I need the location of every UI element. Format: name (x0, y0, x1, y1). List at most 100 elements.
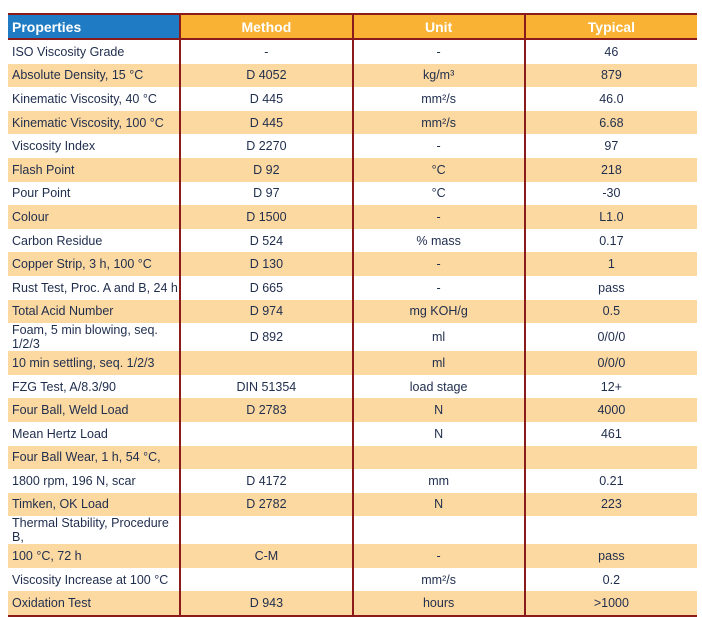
cell-property: Thermal Stability, Procedure B, (12, 516, 169, 545)
table-row: Flash Point D 92 °C 218 (8, 157, 697, 182)
cell-method: D 2782 (179, 492, 353, 517)
cell-method: D 445 (179, 87, 353, 111)
header-unit: Unit (351, 13, 525, 40)
cell-typical: 461 (523, 421, 697, 446)
cell-method: D 130 (179, 252, 353, 276)
table-row: Viscosity Index D 2270-97 (8, 134, 697, 158)
cell-unit: - (351, 252, 525, 276)
cell-typical: pass (523, 275, 697, 300)
header-typical: Typical (523, 13, 697, 40)
cell-unit: N (351, 492, 525, 517)
cell-property: Total Acid Number (8, 299, 181, 324)
cell-property: FZG Test, A/8.3/90 (12, 379, 116, 394)
table-row: Absolute Density, 15 °C D 4052 kg/m³ 879 (8, 63, 697, 88)
cell-typical (523, 516, 697, 545)
cell-property: Timken, OK Load (8, 492, 181, 517)
cell-typical: >1000 (523, 591, 697, 617)
table-row: Thermal Stability, Procedure B, (8, 516, 697, 545)
cell-method: D 665 (179, 275, 353, 300)
cell-property: Oxidation Test (8, 591, 181, 617)
properties-table: Properties Method Unit Typical ISO Visco… (8, 13, 697, 617)
table-row: Oxidation Test D 943 hours >1000 (8, 591, 697, 617)
cell-property: Viscosity Increase at 100 °C (12, 572, 169, 587)
table-row: Total Acid Number D 974 mg KOH/g 0.5 (8, 299, 697, 324)
cell-method: D 4172 (179, 469, 353, 493)
cell-method: D 445 (179, 110, 353, 135)
table-row: Viscosity Increase at 100 °C mm²/s 0.2 (8, 567, 697, 592)
cell-method: D 2270 (179, 134, 353, 158)
cell-typical: 0.17 (523, 228, 697, 253)
cell-method (179, 567, 353, 592)
cell-method (179, 421, 353, 446)
table-row: 100 °C, 72 h C-M - pass (8, 544, 697, 568)
cell-unit: °C (351, 157, 525, 182)
cell-property: 100 °C, 72 h (8, 544, 181, 568)
cell-unit: N (351, 421, 525, 446)
cell-typical: 46 (523, 39, 697, 64)
cell-typical: L1.0 (523, 205, 697, 229)
cell-typical (523, 445, 697, 470)
cell-typical: 0.5 (523, 299, 697, 324)
table-row: Kinematic Viscosity, 100 °C D 445 mm²/s 6.6… (8, 110, 697, 135)
header-row: Properties Method Unit Typical (8, 13, 697, 40)
cell-unit: load stage (351, 374, 525, 399)
cell-method (179, 516, 353, 545)
table-row: Four Ball Wear, 1 h, 54 °C, (8, 445, 697, 470)
table-row: Carbon Residue D 524% mass 0.17 (8, 228, 697, 253)
cell-method (179, 351, 353, 375)
table-row: Colour D 1500- L1.0 (8, 205, 697, 229)
cell-typical: 12+ (523, 374, 697, 399)
cell-typical: 0/0/0 (523, 323, 697, 352)
table-row: Four Ball, Weld Load D 2783 N 4000 (8, 398, 697, 422)
table-row: FZG Test, A/8.3/90 DIN 51354 load stage 12+ (8, 374, 697, 399)
table-row: 10 min settling, seq. 1/2/3 ml 0/0/0 (8, 351, 697, 375)
cell-property: Copper Strip, 3 h, 100 °C (8, 252, 181, 276)
cell-method: D 943 (179, 591, 353, 617)
cell-property: ISO Viscosity Grade (12, 44, 125, 59)
cell-typical: 46.0 (523, 87, 697, 111)
cell-property: Four Ball Wear, 1 h, 54 °C, (8, 445, 181, 470)
table-row: Mean Hertz Load N 461 (8, 421, 697, 446)
table-row: Foam, 5 min blowing, seq. 1/2/3 D 892 ml 0/… (8, 323, 697, 352)
cell-unit: - (351, 39, 525, 64)
cell-property: Four Ball, Weld Load (8, 398, 181, 422)
cell-typical: 218 (523, 157, 697, 182)
cell-property: 10 min settling, seq. 1/2/3 (8, 351, 181, 375)
cell-method: C-M (179, 544, 353, 568)
cell-method: D 92 (179, 157, 353, 182)
table-row: 1800 rpm, 196 N, scar D 4172 mm 0.21 (8, 469, 697, 493)
cell-unit: mg KOH/g (351, 299, 525, 324)
cell-unit: °C (351, 181, 525, 206)
table-row: ISO Viscosity Grade - -46 (8, 39, 697, 64)
cell-method (179, 445, 353, 470)
cell-property: 1800 rpm, 196 N, scar (12, 473, 136, 488)
table-row: Kinematic Viscosity, 40 °C D 445 mm²/s 46.0 (8, 87, 697, 111)
cell-typical: 4000 (523, 398, 697, 422)
cell-method: D 4052 (179, 63, 353, 88)
cell-unit: ml (351, 323, 525, 352)
cell-method: D 1500 (179, 205, 353, 229)
cell-typical: 0.2 (523, 567, 697, 592)
table-row: Timken, OK Load D 2782 N 223 (8, 492, 697, 517)
cell-property: Absolute Density, 15 °C (8, 63, 181, 88)
cell-unit: N (351, 398, 525, 422)
cell-typical: 223 (523, 492, 697, 517)
cell-typical: 0/0/0 (523, 351, 697, 375)
cell-unit: ml (351, 351, 525, 375)
cell-property: Mean Hertz Load (12, 426, 108, 441)
cell-method: D 892 (179, 323, 353, 352)
cell-unit: mm²/s (351, 87, 525, 111)
cell-property: Colour (8, 205, 181, 229)
table-row: Copper Strip, 3 h, 100 °C D 130-1 (8, 252, 697, 276)
cell-property: Carbon Residue (12, 233, 103, 248)
cell-method: D 974 (179, 299, 353, 324)
cell-typical: 97 (523, 134, 697, 158)
cell-unit: % mass (351, 228, 525, 253)
table-row: Pour Point D 97 °C -30 (8, 181, 697, 206)
header-properties: Properties (8, 13, 181, 40)
cell-property: Foam, 5 min blowing, seq. 1/2/3 (12, 323, 158, 352)
cell-method: D 97 (179, 181, 353, 206)
cell-method: - (179, 39, 353, 64)
cell-property: Kinematic Viscosity, 100 °C (8, 110, 181, 135)
cell-typical: 6.68 (523, 110, 697, 135)
